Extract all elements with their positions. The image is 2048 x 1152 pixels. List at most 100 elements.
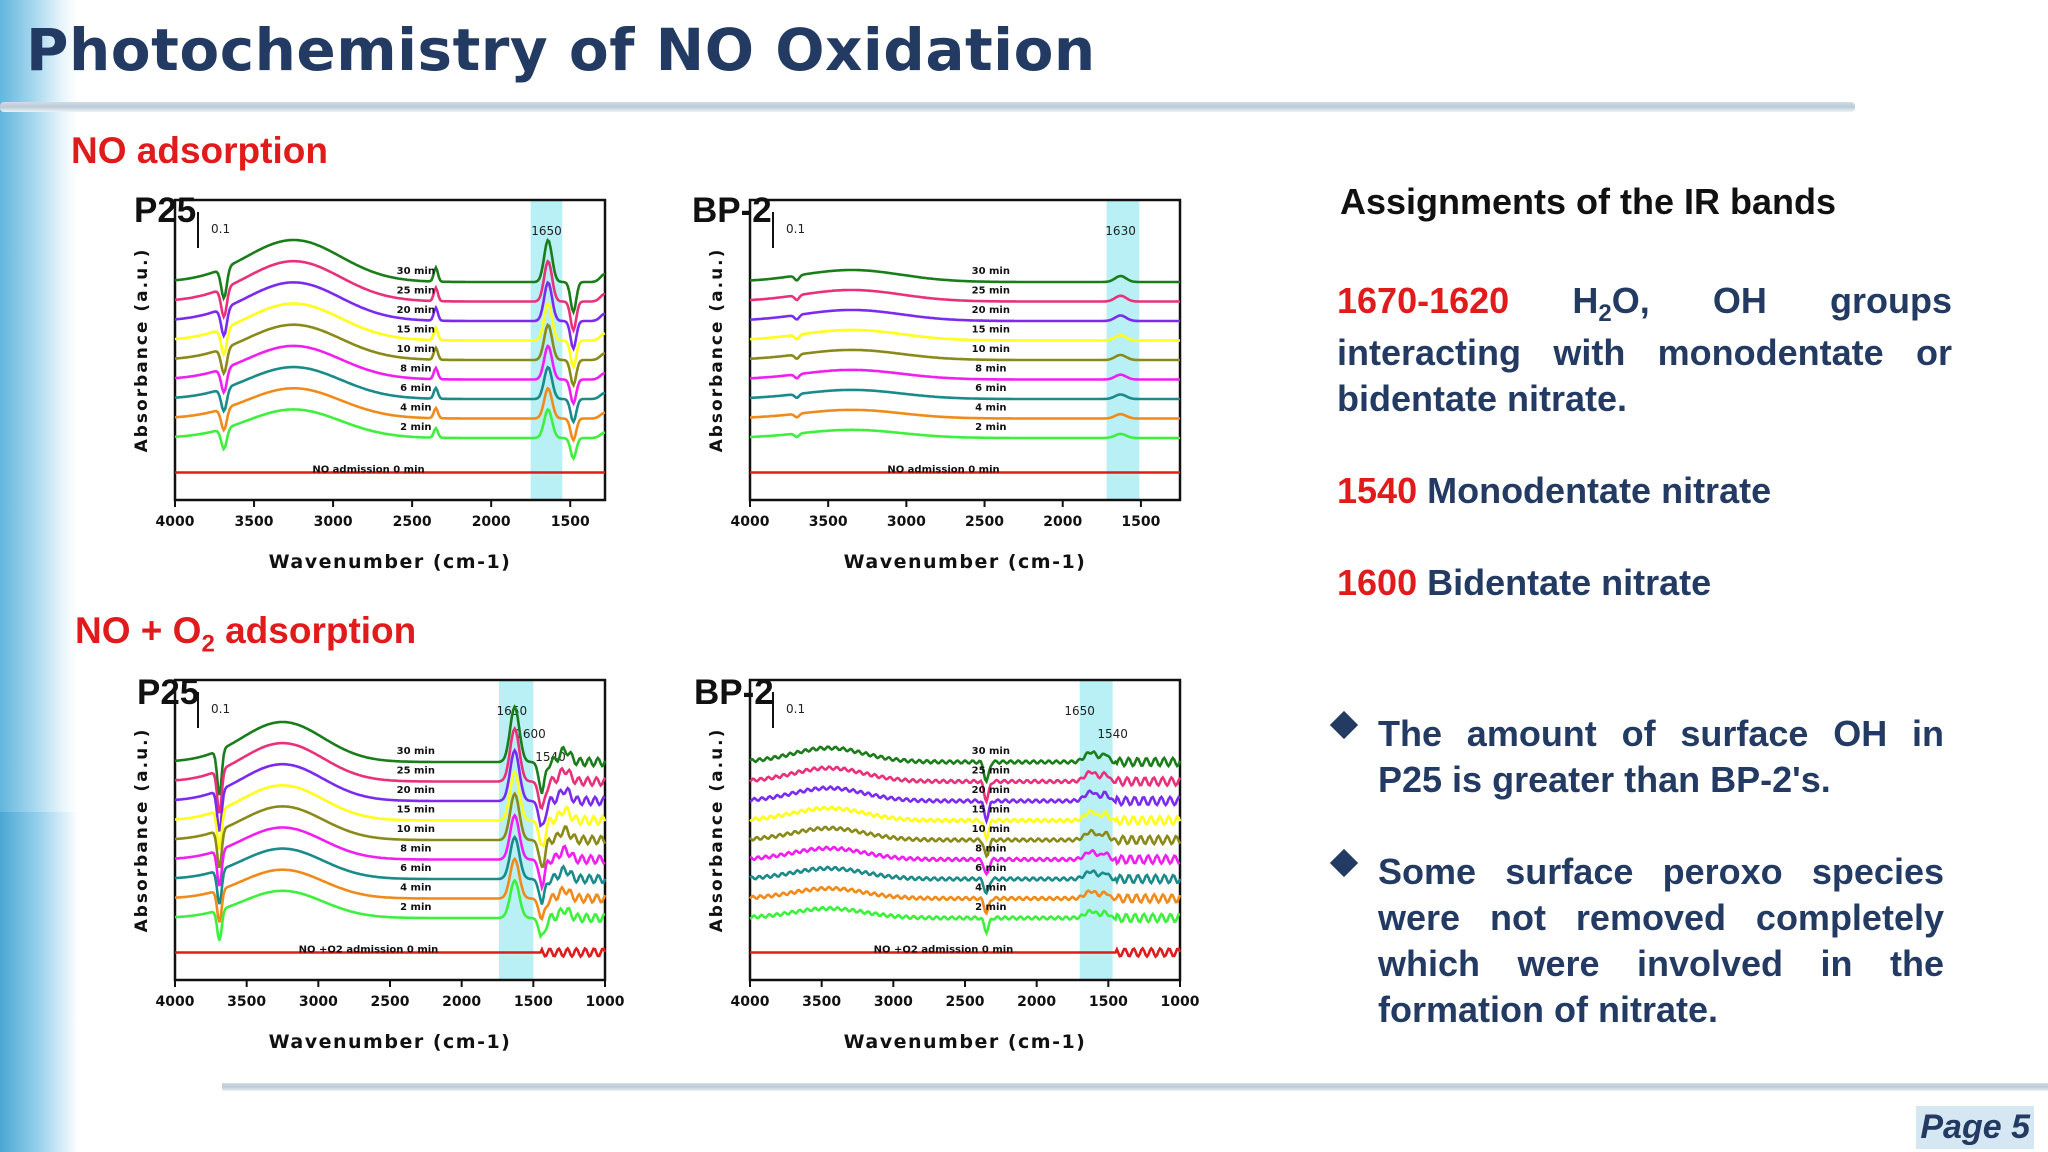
panel-label-bp2-no: BP-2: [692, 191, 772, 230]
page-title: Photochemistry of NO Oxidation: [26, 16, 1096, 84]
band-label: 1540: [1097, 727, 1128, 741]
spectrum-line: [175, 856, 607, 923]
x-tick-label: 3500: [227, 994, 266, 1010]
spectrum-line: [749, 368, 1180, 381]
series-label: 20 min: [972, 785, 1010, 796]
series-label: 20 min: [397, 785, 435, 796]
series-label: 30 min: [397, 266, 435, 277]
series-label: 8 min: [975, 844, 1006, 855]
highlight-band: [1106, 200, 1140, 500]
series-label: 6 min: [400, 383, 431, 394]
series-label: 15 min: [397, 805, 435, 816]
x-tick-label: 2000: [1043, 514, 1082, 530]
spectrum-line: [749, 328, 1180, 342]
x-tick-label: 2500: [946, 994, 985, 1010]
x-tick-label: 2000: [442, 994, 481, 1010]
spectrum-line: [174, 747, 606, 832]
series-label: 4 min: [975, 403, 1006, 414]
spectrum-line: [749, 845, 1181, 877]
series-label: 20 min: [972, 305, 1010, 316]
x-axis-label: Wavenumber (cm-1): [844, 551, 1087, 573]
series-label: 10 min: [397, 344, 435, 355]
series-label: 15 min: [397, 325, 435, 336]
x-tick-label: 3500: [235, 514, 274, 530]
assignment-1540: 1540 Monodentate nitrate: [1337, 468, 1952, 514]
chart-bp2-no: Absorbance (a.u.) 0.1 1630 4000 3500 3000 2500…: [707, 198, 1182, 573]
y-axis-label: Absorbance (a.u.): [707, 248, 727, 453]
series-label: 2 min: [400, 422, 431, 433]
section-no-adsorption: NO adsorption: [71, 130, 328, 171]
series-label: 2 min: [975, 902, 1006, 913]
spectrum-line: [174, 834, 607, 905]
x-tick-label: 3000: [314, 514, 353, 530]
series-label: 30 min: [972, 266, 1010, 277]
series-label: 25 min: [397, 766, 435, 777]
x-axis-label: Wavenumber (cm-1): [269, 551, 512, 573]
x-tick-label: 2500: [371, 994, 410, 1010]
highlight-band: [498, 680, 534, 980]
spectrum-line: [175, 813, 606, 892]
footer-divider: [222, 1083, 2048, 1091]
spectrum-line: [174, 259, 606, 334]
y-axis-label: Absorbance (a.u.): [132, 728, 152, 933]
spectrum-line: [174, 386, 606, 443]
spectrum-line: [174, 726, 607, 814]
scale-bar-label: 0.1: [786, 222, 805, 236]
chart-p25-no: Absorbance (a.u.) 0.1 1650 4000 3500 3000 2500…: [132, 198, 607, 573]
x-tick-label: 2500: [393, 514, 432, 530]
series-label: 10 min: [397, 824, 435, 835]
plot-frame: [748, 198, 1182, 502]
spectrum-line: [749, 825, 1182, 859]
assignment-3-number: 1600: [1337, 562, 1418, 603]
scale-bar-label: 0.1: [211, 702, 230, 716]
spectrum-line: [749, 268, 1180, 284]
spectrum-line: [749, 288, 1180, 303]
assignment-1-number: 1670-1620: [1337, 280, 1510, 321]
band-label: 1630: [1105, 224, 1136, 238]
series-label: 15 min: [972, 325, 1010, 336]
plot-frame: [173, 198, 607, 502]
assignment-3-text: Bidentate nitrate: [1417, 562, 1712, 603]
spectrum-line: [174, 407, 606, 461]
x-tick-label: 1000: [1161, 994, 1200, 1010]
spectrum-line: [174, 237, 606, 316]
x-tick-label: 4000: [156, 994, 195, 1010]
assignment-1670-1620: 1670-1620 H2O, OH groups: [1337, 278, 1952, 337]
highlight-band: [1079, 680, 1113, 980]
x-tick-label: 1000: [586, 994, 625, 1010]
series-label: 8 min: [400, 364, 431, 375]
series-label: 10 min: [972, 344, 1010, 355]
section-no-o2-suffix: adsorption: [214, 610, 417, 651]
assignment-1-line2: interacting with monodentate or: [1337, 332, 1952, 373]
spectrum-line: [749, 905, 1181, 937]
spectrum-line: [750, 348, 1180, 362]
series-label: 6 min: [400, 863, 431, 874]
series-label: NO +O2 admission 0 min: [299, 945, 439, 956]
spectrum-line: [749, 865, 1182, 896]
series-label: 8 min: [400, 844, 431, 855]
series-label: 25 min: [972, 766, 1010, 777]
series-label: 8 min: [975, 364, 1006, 375]
spectrum-line: [174, 301, 606, 371]
scale-bar-label: 0.1: [211, 222, 230, 236]
title-divider: [0, 102, 1855, 112]
bullet-text: The amount of surface OH in P25 is great…: [1378, 713, 1944, 800]
x-tick-label: 2500: [965, 514, 1004, 530]
x-tick-label: 3000: [299, 994, 338, 1010]
assignments-title: Assignments of the IR bands: [1340, 181, 1837, 222]
spectrum-line: [175, 946, 607, 959]
series-label: NO admission 0 min: [312, 465, 424, 476]
series-label: 15 min: [972, 805, 1010, 816]
section-no-o2-prefix: NO + O: [75, 610, 202, 651]
x-tick-label: 2000: [1017, 994, 1056, 1010]
series-label: 6 min: [975, 863, 1006, 874]
series-label: NO admission 0 min: [887, 465, 999, 476]
band-label: 1650: [531, 224, 562, 238]
series-label: 4 min: [400, 883, 431, 894]
scale-bar-label: 0.1: [786, 702, 805, 716]
series-label: 25 min: [972, 286, 1010, 297]
series-label: 30 min: [972, 746, 1010, 757]
y-axis-label: Absorbance (a.u.): [707, 728, 727, 933]
assignment-2-text: Monodentate nitrate: [1417, 470, 1772, 511]
